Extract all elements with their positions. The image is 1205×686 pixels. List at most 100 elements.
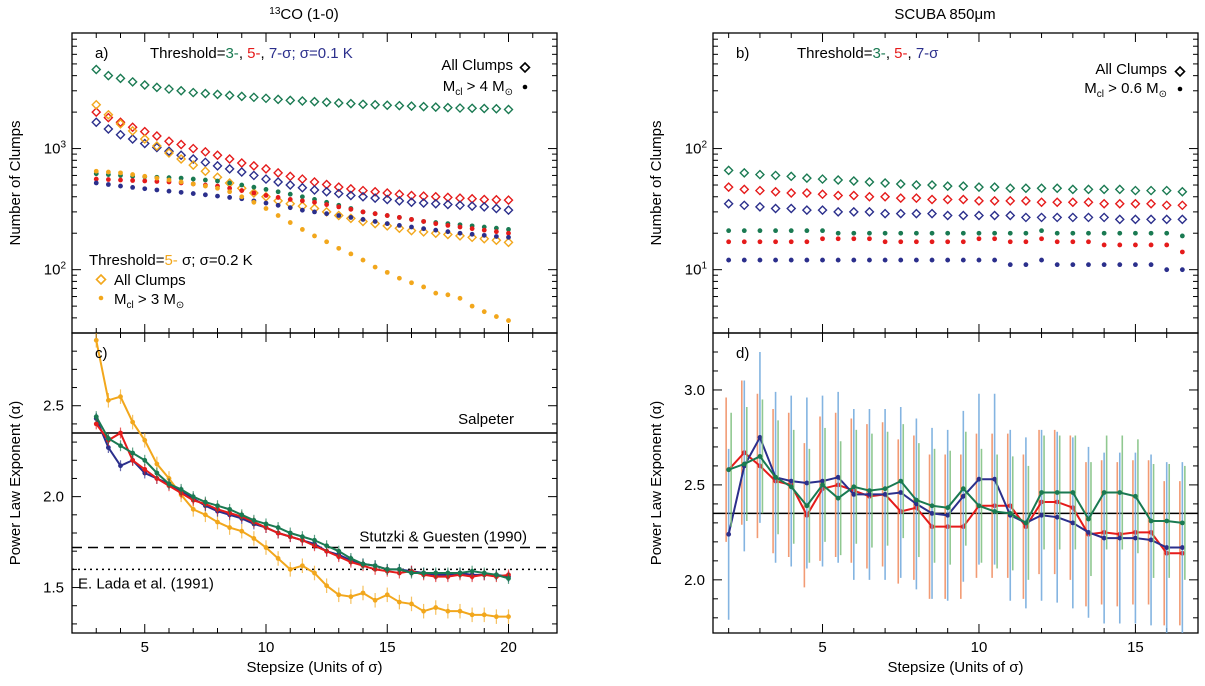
data-point-dot	[312, 233, 317, 239]
data-point-diamond	[127, 133, 138, 144]
data-point-diamond	[188, 143, 199, 154]
data-point-dot	[239, 194, 245, 200]
data-point-diamond	[770, 186, 781, 197]
x-tick-label: 15	[1127, 639, 1144, 656]
data-point-diamond	[1052, 197, 1063, 208]
series-blue-line	[93, 413, 511, 583]
data-point-diamond	[491, 194, 502, 205]
data-point-dot	[215, 193, 220, 199]
data-point-diamond	[503, 205, 514, 216]
data-point	[1117, 535, 1123, 541]
data-point	[1007, 510, 1013, 516]
data-point-diamond	[958, 181, 969, 192]
data-point-dot	[851, 230, 857, 236]
data-point-diamond	[418, 101, 429, 112]
data-point-dot	[1054, 230, 1060, 236]
data-point-dot	[867, 236, 872, 242]
data-point	[336, 548, 342, 554]
data-point-dot	[190, 181, 196, 187]
data-point-diamond	[503, 237, 514, 248]
data-point-diamond	[248, 160, 259, 171]
data-point-diamond	[1036, 197, 1047, 208]
data-point-diamond	[200, 166, 211, 177]
data-point	[867, 488, 872, 493]
data-point-diamond	[1052, 212, 1063, 223]
data-point-diamond	[848, 190, 859, 201]
data-point	[360, 590, 366, 596]
data-point-dot	[251, 184, 257, 190]
data-point	[788, 478, 794, 484]
data-point-diamond	[345, 98, 356, 109]
data-point-diamond	[139, 79, 150, 90]
data-point-diamond	[1083, 212, 1094, 223]
data-point-diamond	[1036, 183, 1047, 194]
data-point-dot	[227, 180, 233, 186]
data-point	[93, 414, 99, 420]
data-point-diamond	[394, 223, 405, 234]
data-point-dot	[93, 180, 99, 186]
data-point-dot	[396, 223, 402, 228]
data-point	[287, 566, 293, 572]
data-point-diamond	[973, 210, 984, 221]
data-point-diamond	[164, 136, 174, 147]
data-point-dot	[409, 217, 414, 222]
data-point-diamond	[1020, 195, 1031, 206]
data-point-dot	[469, 226, 475, 232]
threshold-7-sigma: 7-σ; σ=0.1 K	[269, 45, 353, 62]
data-point-diamond	[285, 95, 296, 106]
data-point-dot	[820, 228, 825, 234]
data-point-diamond	[848, 175, 859, 186]
data-point	[166, 481, 172, 487]
data-point-diamond	[321, 97, 332, 108]
data-point-diamond	[1020, 183, 1031, 194]
data-point-diamond	[127, 76, 138, 87]
data-point-diamond	[895, 178, 906, 189]
left-title-superscript: 13	[269, 6, 281, 17]
data-point-dot	[1133, 230, 1138, 236]
data-point	[913, 497, 919, 503]
data-point-dot	[835, 236, 841, 242]
data-point-dot	[506, 234, 511, 240]
data-point-diamond	[151, 131, 162, 141]
y-tick-label: 1.5	[43, 580, 64, 597]
data-point-dot	[336, 245, 342, 251]
data-point-diamond	[139, 138, 150, 149]
data-point-dot	[960, 230, 966, 236]
data-point-dot	[130, 184, 136, 190]
data-point-dot	[929, 230, 935, 236]
data-point-dot	[867, 230, 872, 236]
data-point-dot	[493, 314, 499, 319]
data-point	[227, 506, 233, 512]
y-tick-label: 2.0	[684, 572, 705, 589]
data-point-dot	[1023, 262, 1029, 268]
data-point-diamond	[801, 173, 812, 184]
data-point-dot	[773, 228, 778, 234]
panel-d-label: d)	[736, 345, 749, 362]
data-point-dot	[835, 230, 841, 236]
data-point-dot	[396, 215, 402, 220]
data-point-dot	[773, 257, 778, 263]
data-point-diamond	[958, 194, 969, 205]
data-point-dot	[299, 207, 305, 213]
data-point-dot	[1101, 262, 1107, 268]
data-point-diamond	[754, 201, 765, 212]
data-point-dot	[913, 257, 919, 263]
data-point-diamond	[297, 174, 308, 185]
data-point-diamond	[927, 194, 938, 205]
data-point-dot	[469, 303, 475, 309]
data-point	[976, 476, 982, 482]
data-point-diamond	[1146, 185, 1157, 196]
data-point-diamond	[989, 210, 1000, 221]
data-point-dot	[1179, 267, 1185, 273]
data-point-dot	[1164, 230, 1170, 236]
data-point	[804, 480, 810, 486]
data-point	[757, 454, 763, 459]
data-point-dot	[976, 236, 982, 242]
data-point-diamond	[801, 187, 812, 198]
panel-c-power-law-13co: 5 10 15 20 Stepsize (Units of σ) 1.5 2.0 2.5 Pow…	[7, 332, 558, 676]
data-point-diamond	[880, 191, 891, 202]
data-point-diamond	[455, 200, 465, 211]
panel-b-legend: All Clumps Mcl > 0.6 M⊙	[1084, 61, 1186, 100]
data-point	[976, 503, 982, 509]
